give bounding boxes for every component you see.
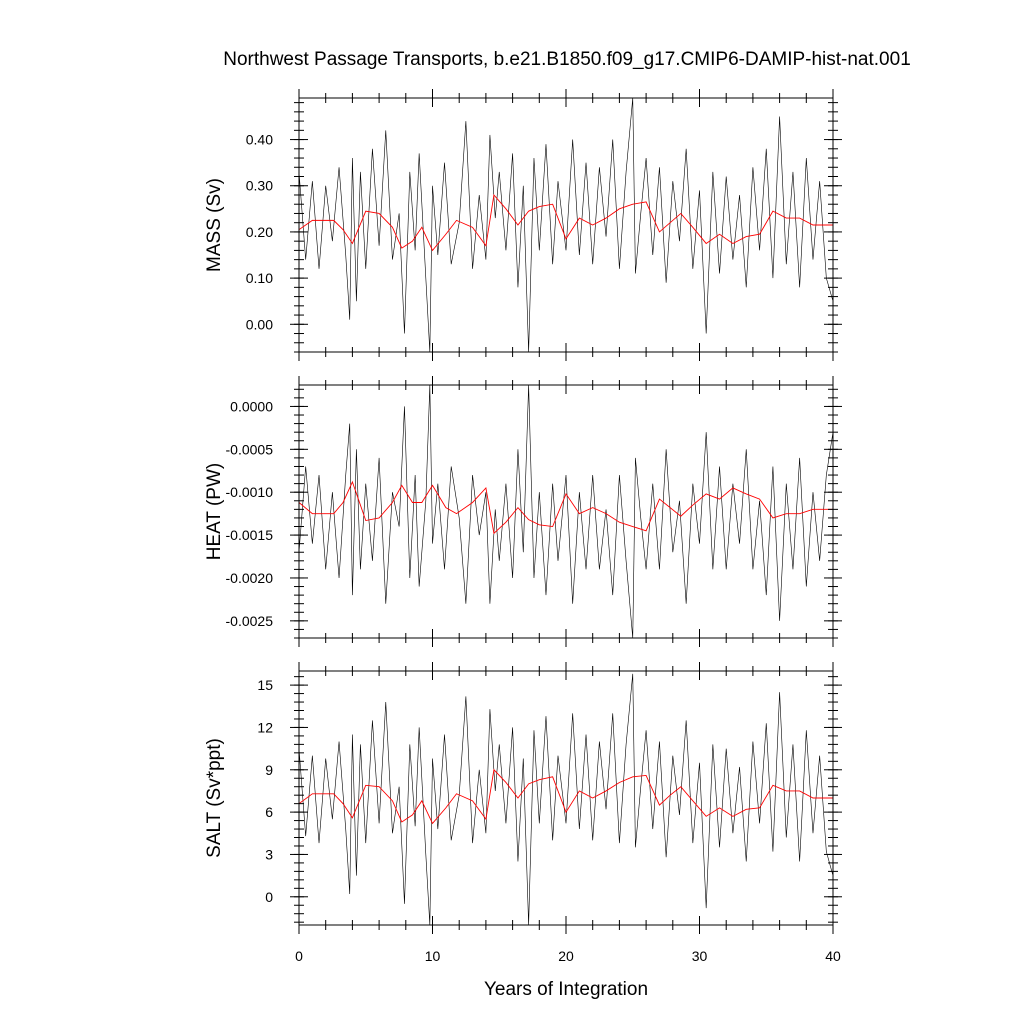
smoothed-series-line <box>299 768 833 825</box>
y-tick-label: 9 <box>265 762 273 778</box>
panel-2: 0 3 6 9 12 15 SALT (Sv*ppt) 0 10 20 30 40 <box>204 662 842 964</box>
y-tick-label: 0.10 <box>246 270 273 286</box>
y-tick-label: 0.0000 <box>230 398 273 414</box>
y-tick-label: 12 <box>257 719 273 735</box>
smoothed-series-line <box>299 193 833 252</box>
series-group <box>299 385 833 638</box>
panel-0: 0.00 0.10 0.20 0.30 0.40 MASS (Sv) <box>204 89 842 361</box>
x-tick-label: 0 <box>295 948 303 964</box>
y-tick-label: 0.30 <box>246 178 273 194</box>
y-tick-label: 0.20 <box>246 224 273 240</box>
x-tick-label: 30 <box>692 948 708 964</box>
y-tick-label: 0.40 <box>246 132 273 148</box>
series-group <box>299 673 833 925</box>
panels: 0.00 0.10 0.20 0.30 0.40 MASS (Sv) 0.0000 -0.00… <box>204 89 842 964</box>
smoothed-series-line <box>299 480 833 535</box>
y-tick-label: -0.0015 <box>226 527 274 543</box>
raw-series-line <box>299 385 833 638</box>
y-tick-label: 0.00 <box>246 316 273 332</box>
y-axis-label: MASS (Sv) <box>204 178 225 272</box>
y-axis-label: HEAT (PW) <box>204 463 225 560</box>
y-tick-label: 0 <box>265 889 273 905</box>
y-axis-label: SALT (Sv*ppt) <box>204 738 225 858</box>
y-tick-label: 3 <box>265 846 273 862</box>
y-tick-label: 6 <box>265 804 273 820</box>
x-tick-label: 40 <box>825 948 841 964</box>
plot-frame <box>298 97 834 353</box>
x-tick-label: 20 <box>558 948 574 964</box>
plot-frame <box>298 670 834 926</box>
chart-title: Northwest Passage Transports, b.e21.B185… <box>223 49 911 70</box>
raw-series-line <box>299 98 833 352</box>
x-tick-label: 10 <box>425 948 441 964</box>
y-tick-label: 15 <box>257 677 273 693</box>
y-tick-label: -0.0010 <box>226 484 274 500</box>
plot-frame <box>298 384 834 639</box>
panel-1: 0.0000 -0.0005 -0.0010 -0.0015 -0.0020 -0.002… <box>204 376 842 647</box>
y-tick-label: -0.0020 <box>226 570 274 586</box>
y-tick-label: -0.0025 <box>226 613 274 629</box>
series-group <box>299 98 833 352</box>
x-axis-label: Years of Integration <box>484 979 648 1000</box>
raw-series-line <box>299 673 833 925</box>
y-tick-label: -0.0005 <box>226 441 274 457</box>
